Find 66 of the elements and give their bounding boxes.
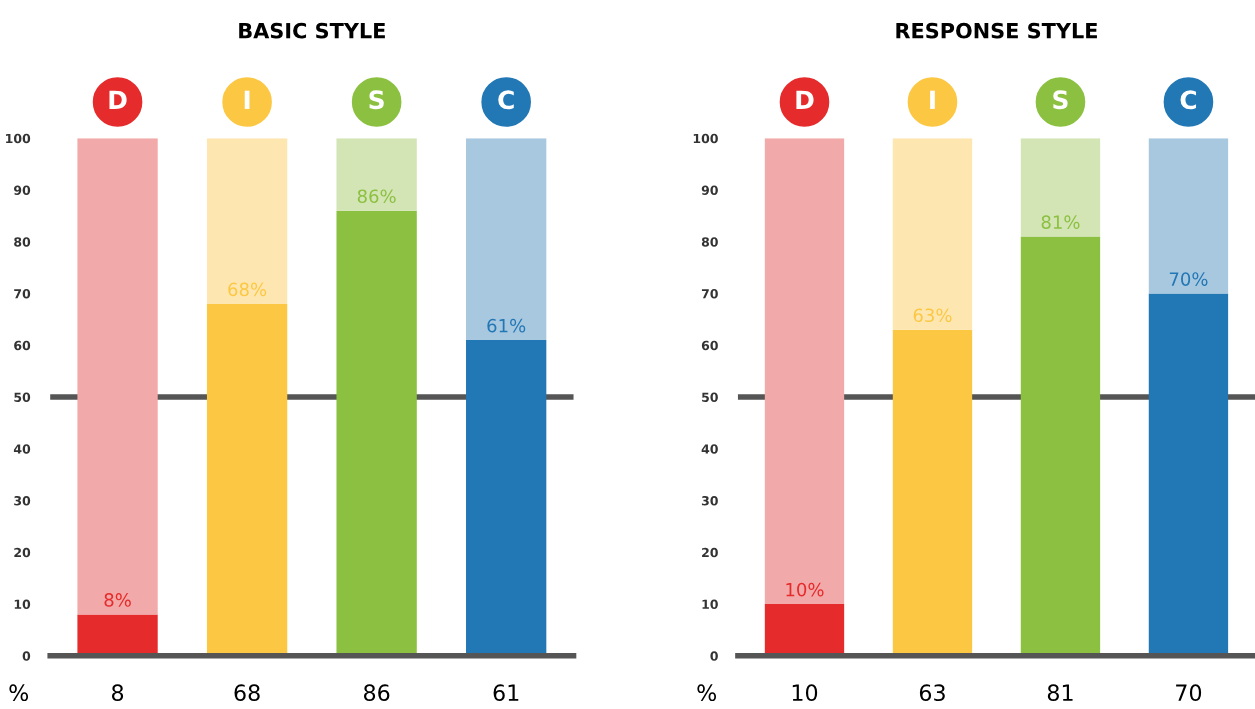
bar — [466, 138, 547, 341]
bar — [1020, 236, 1101, 656]
x-tick-label: I — [244, 90, 250, 109]
y-tick-label: 10 — [702, 599, 718, 609]
bar — [336, 210, 417, 656]
data-label: 70% — [1169, 272, 1208, 286]
y-tick-label: 30 — [14, 496, 31, 506]
x-tick-label: C — [498, 90, 514, 110]
bar — [764, 138, 845, 605]
y-tick-label: 40 — [701, 444, 718, 454]
y-tick-label: 80 — [14, 237, 31, 247]
y-tick-label: 100 — [693, 133, 718, 144]
bar — [1148, 138, 1229, 294]
y-tick-label: 70 — [14, 289, 31, 299]
bar — [764, 604, 845, 656]
y-tick-label: 40 — [13, 444, 31, 454]
y-tick-label: 20 — [702, 547, 718, 558]
x-tick-label: S — [369, 90, 384, 110]
text: 81 — [1047, 684, 1073, 702]
chart-title: BASIC STYLE — [239, 22, 385, 39]
x-tick-label: I — [930, 90, 935, 109]
text: 68 — [234, 684, 260, 702]
x-tick-label: D — [109, 90, 127, 109]
y-tick-label: 60 — [14, 340, 31, 351]
data-label: 8% — [104, 593, 131, 607]
text: % — [697, 684, 717, 702]
bar — [1020, 138, 1101, 237]
y-tick-label: 80 — [701, 237, 718, 247]
y-tick-label: 50 — [14, 392, 31, 402]
text: 86 — [364, 684, 390, 702]
data-label: 10% — [786, 582, 824, 597]
y-tick-label: 60 — [701, 340, 718, 351]
text: 61 — [493, 684, 519, 702]
y-tick-label: 30 — [701, 496, 718, 506]
bar — [206, 303, 288, 656]
text: 8 — [112, 684, 124, 702]
x-tick-label: D — [796, 90, 814, 109]
y-tick-label: 0 — [710, 651, 718, 661]
data-label: 63% — [913, 308, 952, 323]
data-label: 81% — [1041, 215, 1080, 229]
y-tick-label: 100 — [6, 133, 31, 144]
y-tick-label: 90 — [701, 185, 718, 195]
x-tick-label: C — [1180, 90, 1197, 110]
text: 63 — [919, 684, 945, 702]
text: 70 — [1176, 684, 1202, 702]
bar — [466, 340, 547, 656]
bar — [336, 138, 417, 211]
bar — [77, 614, 158, 656]
y-tick-label: 50 — [702, 392, 718, 402]
y-tick-label: 20 — [14, 547, 31, 558]
text: 10 — [792, 684, 818, 702]
data-label: 68% — [228, 282, 267, 297]
data-label: 61% — [487, 318, 526, 333]
y-tick-label: 10 — [14, 599, 31, 609]
chart-title: RESPONSE STYLE — [896, 22, 1097, 39]
y-tick-label: 90 — [14, 185, 31, 195]
bar — [892, 138, 973, 330]
x-tick-label: S — [1053, 90, 1068, 110]
bar — [1148, 293, 1229, 656]
bar — [77, 138, 158, 615]
bar — [206, 138, 288, 304]
bar — [892, 329, 973, 656]
y-tick-label: 0 — [22, 651, 31, 661]
data-label: 86% — [357, 189, 396, 204]
text: % — [9, 684, 29, 702]
y-tick-label: 70 — [701, 289, 718, 299]
